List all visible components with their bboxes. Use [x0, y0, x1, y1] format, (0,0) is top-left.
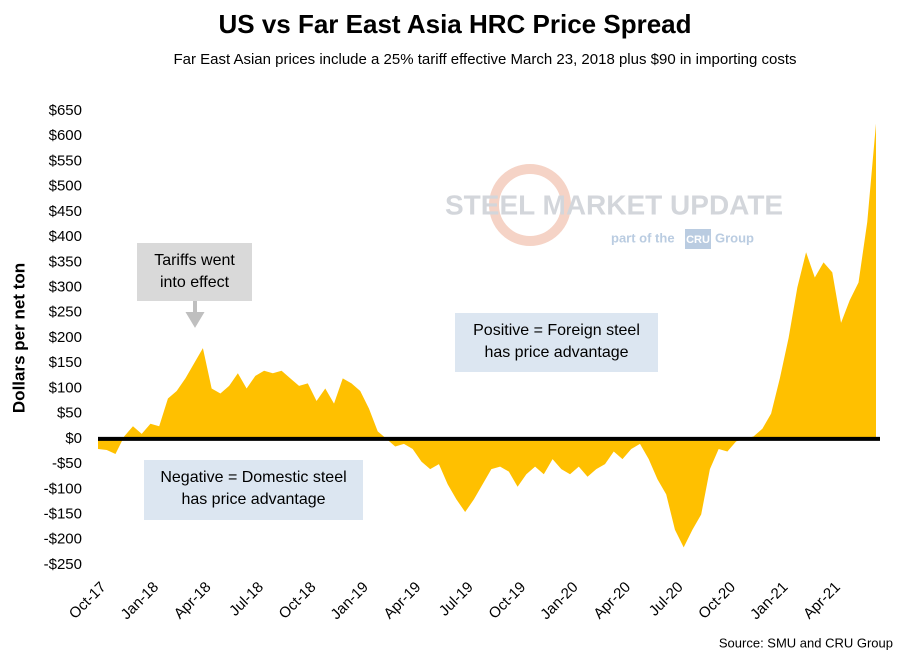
cru-box — [685, 229, 711, 249]
y-tick-label: -$150 — [44, 506, 82, 523]
watermark: STEEL MARKET UPDATE part of the CRU Grou… — [445, 164, 783, 249]
logo-ring — [489, 164, 571, 246]
y-tick-label: -$100 — [44, 480, 82, 497]
y-axis-title: Dollars per net ton — [9, 263, 28, 413]
watermark-tag: Group — [715, 230, 754, 245]
y-tick-label: -$250 — [44, 556, 82, 573]
y-tick-label: -$200 — [44, 531, 82, 548]
watermark-logo: CRU — [686, 234, 710, 246]
y-tick-label: $350 — [49, 253, 82, 270]
chart-title: US vs Far East Asia HRC Price Spread — [218, 9, 691, 39]
y-tick-label: $100 — [49, 379, 82, 396]
annotation-arrow — [185, 301, 205, 328]
y-tick-label: $500 — [49, 178, 82, 195]
chart-subtitle: Far East Asian prices include a 25% tari… — [173, 51, 796, 68]
annotation-text: has price advantage — [181, 491, 325, 508]
area — [98, 123, 876, 548]
y-tick-label: $50 — [57, 405, 82, 422]
annotation-box — [455, 313, 658, 372]
y-tick-label: $250 — [49, 304, 82, 321]
y-tick-label: $150 — [49, 354, 82, 371]
y-tick-label: $450 — [49, 203, 82, 220]
watermark-tag: part of the — [611, 230, 675, 245]
source: Source: SMU and CRU Group — [719, 635, 893, 650]
y-tick-label: $0 — [65, 430, 82, 447]
y-tick-label: $550 — [49, 152, 82, 169]
annotation-text: Positive = Foreign steel — [473, 322, 640, 339]
annotation-text: Negative = Domestic steel — [160, 469, 346, 486]
y-tick-label: $300 — [49, 279, 82, 296]
annotation-box — [137, 243, 252, 301]
y-tick-label: $600 — [49, 127, 82, 144]
y-tick-label: $650 — [49, 102, 82, 119]
watermark-brand: STEEL MARKET UPDATE — [445, 189, 783, 220]
y-tick-label: $200 — [49, 329, 82, 346]
annotation-box — [144, 460, 363, 520]
annotation-text: into effect — [160, 274, 230, 291]
y-tick-label: $400 — [49, 228, 82, 245]
annotation-text: has price advantage — [484, 344, 628, 361]
annotation-text: Tariffs went — [154, 252, 235, 269]
y-tick-label: -$50 — [52, 455, 82, 472]
